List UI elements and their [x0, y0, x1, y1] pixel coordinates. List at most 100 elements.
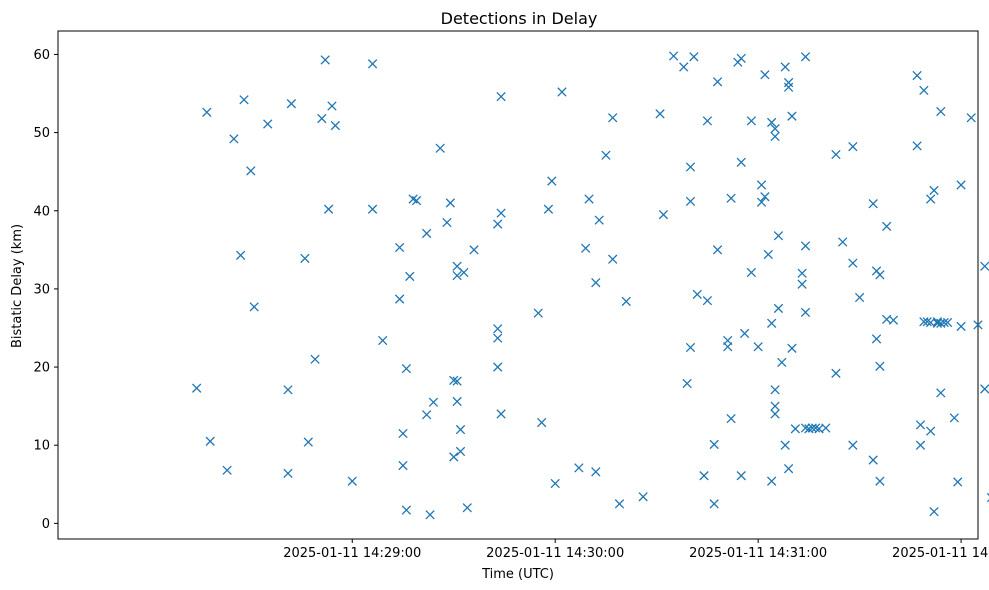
data-point-marker	[875, 361, 885, 371]
data-point-marker	[800, 241, 811, 251]
data-point-marker	[347, 476, 357, 486]
data-point-marker	[327, 101, 337, 111]
data-point-marker	[685, 162, 696, 172]
data-point-marker	[330, 120, 341, 131]
data-point-marker	[435, 143, 445, 153]
data-point-marker	[942, 317, 953, 328]
data-point-marker	[323, 204, 334, 214]
plot-area-frame	[57, 30, 979, 540]
data-point-marker	[286, 99, 297, 109]
data-point-marker	[591, 277, 601, 288]
data-point-marker	[953, 477, 963, 487]
data-point-marker	[936, 106, 946, 117]
data-point-marker	[283, 385, 293, 395]
data-point-marker	[367, 59, 378, 69]
data-point-marker	[925, 194, 936, 204]
x-axis: 2025-01-11 14:29:00 2025-01-11 14:30:00 20…	[283, 539, 989, 561]
data-point-marker	[496, 91, 506, 102]
data-point-marker	[263, 119, 273, 129]
data-point-marker	[584, 194, 594, 204]
data-point-marker	[367, 204, 378, 214]
data-point-marker	[712, 77, 723, 87]
data-point-marker	[685, 342, 696, 353]
data-point-marker	[411, 195, 422, 206]
data-point-marker	[848, 440, 858, 450]
x-tick-label: 2025-01-11 14:29:00	[283, 546, 421, 561]
data-point-marker	[831, 368, 841, 378]
data-point-marker	[608, 113, 618, 123]
data-point-marker	[831, 149, 841, 160]
data-point-marker	[452, 270, 462, 281]
data-point-marker	[378, 335, 388, 346]
data-point-marker	[763, 249, 773, 260]
x-axis-title: Time (UTC)	[481, 567, 554, 582]
data-point-marker	[601, 150, 611, 160]
data-point-marker	[760, 70, 770, 80]
data-point-marker	[422, 410, 432, 420]
data-point-marker	[929, 185, 939, 196]
data-point-marker	[773, 303, 784, 314]
data-point-marker	[229, 134, 239, 144]
data-point-marker	[682, 378, 692, 389]
data-point-marker	[192, 383, 202, 393]
data-point-marker	[394, 242, 405, 253]
data-point-marker	[283, 468, 293, 479]
data-point-marker	[469, 245, 479, 255]
data-point-marker	[783, 82, 794, 92]
data-point-marker	[767, 318, 777, 328]
data-point-marker	[770, 401, 780, 411]
data-point-marker	[689, 52, 699, 62]
y-tick-label: 50	[33, 126, 50, 141]
x-tick-label: 2025-01-11 14:31:00	[689, 546, 827, 561]
data-point-marker	[442, 217, 452, 228]
data-point-marker	[547, 176, 557, 186]
data-point-marker	[621, 296, 631, 307]
data-point-marker	[452, 396, 462, 407]
data-point-marker	[425, 510, 435, 520]
data-point-marker	[317, 113, 327, 124]
data-point-marker	[800, 307, 811, 318]
data-point-marker	[875, 476, 885, 486]
data-point-marker	[736, 157, 746, 167]
data-point-marker	[753, 342, 763, 352]
y-tick-label: 0	[42, 517, 50, 532]
data-point-marker	[394, 294, 405, 304]
data-point-marker	[591, 467, 601, 477]
data-point-marker	[300, 253, 310, 264]
data-point-marker	[496, 409, 506, 419]
data-point-marker	[702, 295, 713, 306]
data-point-marker	[246, 166, 256, 176]
data-point-marker	[320, 55, 330, 65]
data-point-marker	[679, 62, 689, 72]
y-tick-label: 30	[33, 282, 50, 297]
data-point-marker	[235, 250, 246, 260]
data-point-marker	[428, 397, 439, 407]
data-point-marker	[838, 237, 848, 247]
data-point-marker	[493, 324, 503, 334]
data-point-marker	[239, 95, 249, 105]
data-point-marker	[797, 279, 807, 289]
data-point-marker	[459, 267, 469, 278]
data-point-marker	[821, 423, 831, 433]
data-point-marker	[614, 499, 625, 509]
data-point-marker	[222, 465, 232, 475]
data-point-marker	[777, 357, 787, 368]
chart-title: Detections in Delay	[441, 9, 598, 28]
data-point-marker	[739, 328, 750, 339]
data-point-marker	[455, 446, 466, 457]
data-point-marker	[956, 321, 966, 332]
data-point-marker	[310, 354, 320, 364]
data-point-marker	[915, 420, 926, 430]
data-point-marker	[875, 270, 885, 280]
data-point-marker	[493, 333, 503, 343]
data-point-marker	[709, 499, 719, 509]
data-point-marker	[919, 85, 929, 96]
data-point-marker	[783, 464, 794, 474]
y-tick-label: 20	[33, 361, 50, 376]
data-point-marker	[658, 210, 669, 220]
data-point-marker	[882, 221, 892, 232]
data-point-marker	[699, 471, 709, 481]
data-point-marker	[655, 109, 665, 119]
y-tick-label: 10	[33, 439, 50, 454]
